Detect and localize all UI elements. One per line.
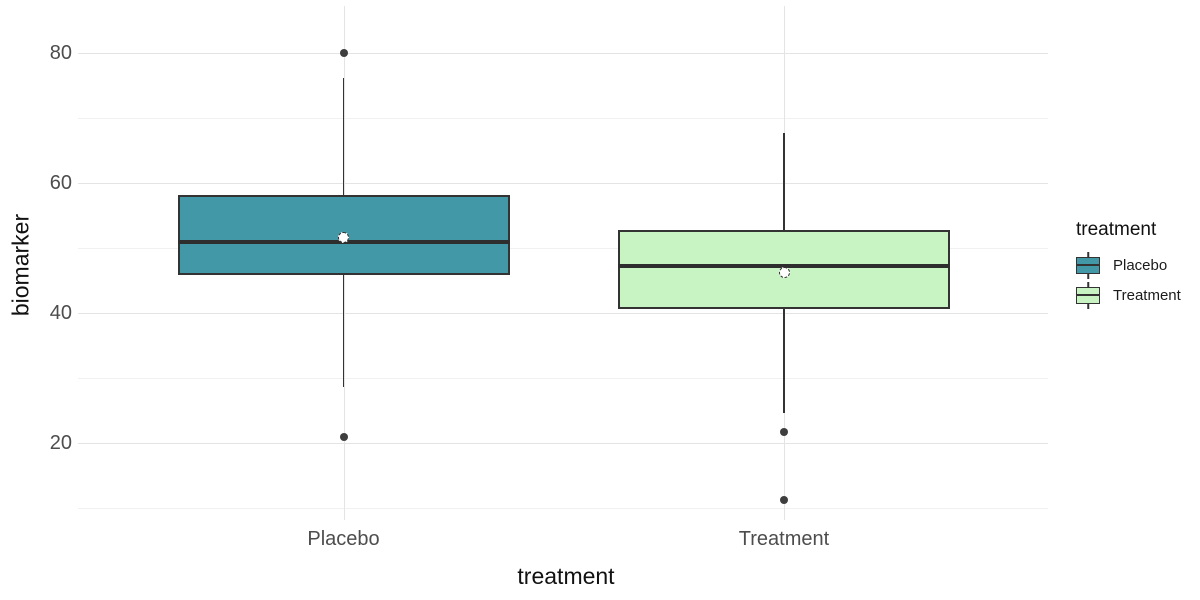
outlier-point-treatment	[780, 496, 788, 505]
outlier-point-treatment	[780, 427, 788, 436]
legend-key-icon	[1076, 251, 1100, 279]
plot-panel	[78, 6, 1048, 520]
outlier-point-placebo	[339, 432, 348, 441]
gridline-minor	[78, 508, 1048, 510]
legend-key-median	[1076, 264, 1100, 266]
box-placebo	[177, 194, 510, 275]
legend-item-treatment: Treatment	[1076, 280, 1181, 310]
legend-item-placebo: Placebo	[1076, 250, 1181, 280]
legend-item-label: Treatment	[1113, 286, 1181, 304]
x-tick-label: Treatment	[738, 528, 830, 550]
y-tick-label: 40	[49, 302, 72, 325]
gridline-major	[78, 443, 1048, 445]
legend-items: Placebo Treatment	[1076, 250, 1181, 310]
legend-key-median	[1076, 294, 1100, 296]
legend: treatment Placebo Treatment	[1076, 219, 1181, 310]
gridline-minor	[78, 378, 1048, 380]
legend-key-icon	[1076, 281, 1100, 309]
y-tick-label: 60	[49, 171, 72, 194]
y-axis-title: biomarker	[7, 213, 34, 317]
y-tick-label: 80	[49, 41, 72, 64]
legend-item-label: Placebo	[1113, 256, 1168, 274]
y-axis-tick-labels: 20 40 60 80	[0, 0, 72, 600]
gridline-major	[78, 52, 1048, 54]
x-tick-label: Placebo	[307, 528, 380, 550]
gridline-minor	[78, 117, 1048, 119]
gridline-minor	[78, 248, 1048, 250]
mean-point-treatment	[778, 267, 790, 279]
legend-title: treatment	[1076, 219, 1157, 240]
gridline-major	[78, 313, 1048, 315]
outlier-point-placebo	[339, 48, 348, 57]
x-axis-tick-labels: Placebo Treatment	[0, 527, 1200, 557]
median-line-treatment	[618, 264, 950, 269]
x-axis-title: treatment	[517, 563, 615, 589]
gridline-major	[78, 182, 1048, 184]
y-tick-label: 20	[49, 432, 72, 455]
mean-point-placebo	[338, 232, 349, 244]
